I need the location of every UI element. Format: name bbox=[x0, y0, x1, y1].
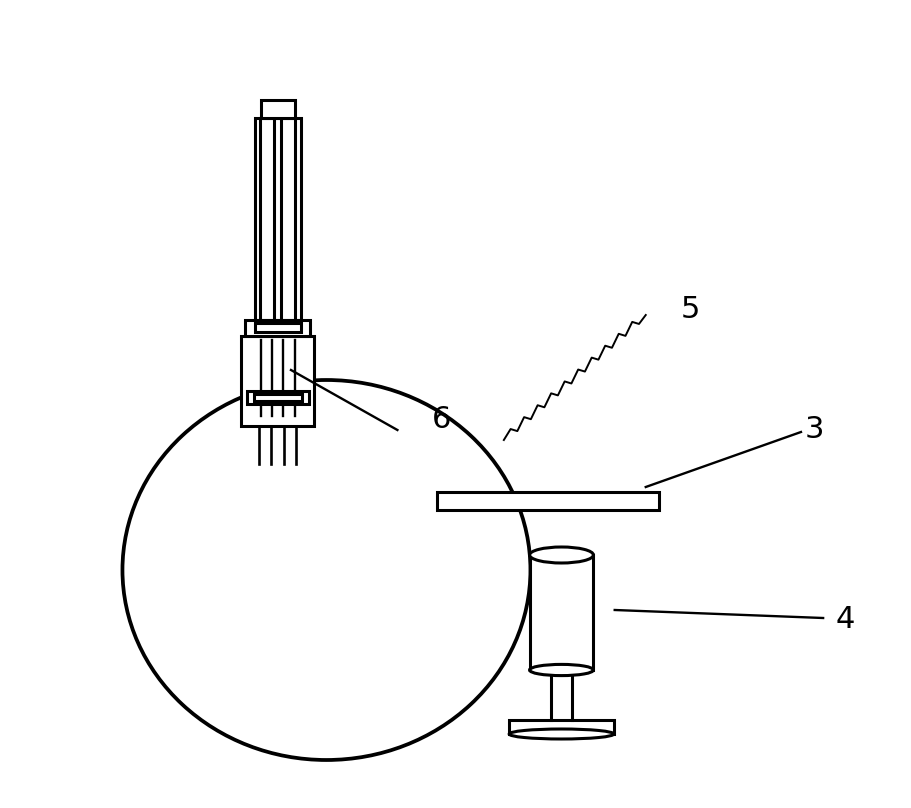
Text: 3: 3 bbox=[804, 415, 824, 444]
Ellipse shape bbox=[509, 729, 614, 739]
Bar bbox=[254, 394, 302, 401]
Bar bbox=[437, 492, 659, 510]
Bar bbox=[529, 555, 593, 670]
Bar bbox=[260, 118, 274, 320]
Ellipse shape bbox=[529, 664, 593, 675]
Bar bbox=[509, 720, 614, 734]
Bar bbox=[254, 118, 301, 320]
Bar bbox=[281, 118, 295, 320]
Bar bbox=[245, 320, 311, 336]
Text: 6: 6 bbox=[432, 406, 452, 435]
Text: 5: 5 bbox=[681, 296, 700, 325]
Bar bbox=[254, 323, 301, 332]
Bar bbox=[261, 100, 294, 118]
Bar bbox=[247, 391, 309, 404]
Text: 4: 4 bbox=[835, 605, 855, 634]
Ellipse shape bbox=[529, 547, 593, 563]
Bar bbox=[241, 336, 314, 426]
